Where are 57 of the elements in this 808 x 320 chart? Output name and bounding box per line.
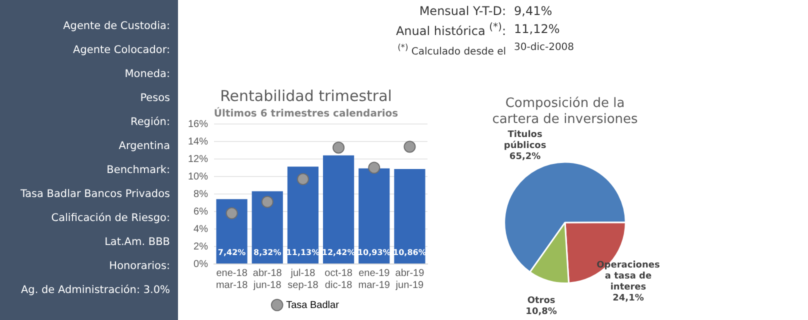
slice-label: Titulos públicos — [504, 130, 546, 152]
text: Anual histórica $^{(*)}$: — [394, 22, 506, 38]
text: Honorarios: — [108, 259, 170, 274]
bar — [394, 168, 426, 264]
y-tick-label: 16% — [188, 118, 208, 130]
text: Agente de Custodia: — [62, 19, 170, 34]
y-tick-label: 6% — [194, 206, 208, 218]
data-label: 10,86% — [393, 248, 426, 258]
x-tick-label: jul-18 sep-18 — [288, 268, 319, 291]
point — [296, 173, 309, 186]
legend-label: Tasa Badlar — [286, 300, 340, 311]
y-tick-label: 0% — [194, 258, 208, 270]
text: Moneda: — [124, 67, 170, 82]
text: Tasa Badlar Bancos Privados — [19, 187, 170, 202]
text: Agente Colocador: — [72, 43, 170, 58]
point — [368, 162, 380, 174]
y-tick-label: 10% — [188, 171, 208, 182]
text: Mensual Y-T-D: — [418, 4, 506, 18]
x-tick-label: oct-18 dic-18 — [324, 268, 353, 291]
slice-label: Otros — [527, 296, 556, 306]
point — [404, 140, 416, 153]
data-label: 10,8% — [526, 306, 557, 317]
bar — [287, 166, 319, 264]
text: 11,12% — [514, 22, 561, 38]
bar — [323, 155, 354, 264]
y-tick-label: 12% — [188, 154, 208, 165]
text: Pesos — [139, 91, 170, 106]
y-tick-label: 14% — [188, 136, 208, 148]
y-tick-label: 2% — [194, 241, 208, 252]
chart-subtitle: Últimos 6 trimestres calendarios — [214, 106, 398, 120]
x-tick-label: abr-18 jun-18 — [252, 268, 282, 291]
text: Ag. de Administración: 3.0% — [20, 283, 170, 298]
bar — [216, 199, 248, 264]
text: Lat.Am. BBB — [104, 235, 170, 250]
text: Calificación de Riesgo: — [50, 211, 170, 226]
point — [332, 142, 345, 154]
chart-title: Rentabilidad trimestral — [220, 86, 392, 105]
y-tick-label: 8% — [194, 188, 208, 200]
text: Benchmark: — [106, 163, 170, 178]
text: 9,41% — [514, 4, 554, 18]
y-tick-label: 4% — [194, 224, 208, 235]
text: Argentina — [118, 139, 170, 154]
chart-title: Composición de la cartera de inversiones — [492, 96, 638, 127]
point — [261, 196, 274, 208]
data-label: 7,42% — [218, 248, 246, 258]
text: $^{(*)}$ Calculado desde el — [396, 42, 506, 58]
text: 30-dic-2008 — [514, 42, 576, 55]
data-label: 65,2% — [509, 152, 541, 162]
x-tick-label: abr-19 jun-19 — [394, 268, 425, 291]
bar — [252, 191, 283, 264]
text: Región: — [130, 115, 170, 130]
data-label: 24,1% — [612, 294, 644, 304]
x-tick-label: ene-18 mar-18 — [216, 268, 248, 291]
data-label: 8,32% — [254, 248, 282, 258]
bar — [358, 168, 390, 264]
x-tick-label: ene-19 mar-19 — [358, 268, 390, 291]
point — [226, 207, 238, 220]
